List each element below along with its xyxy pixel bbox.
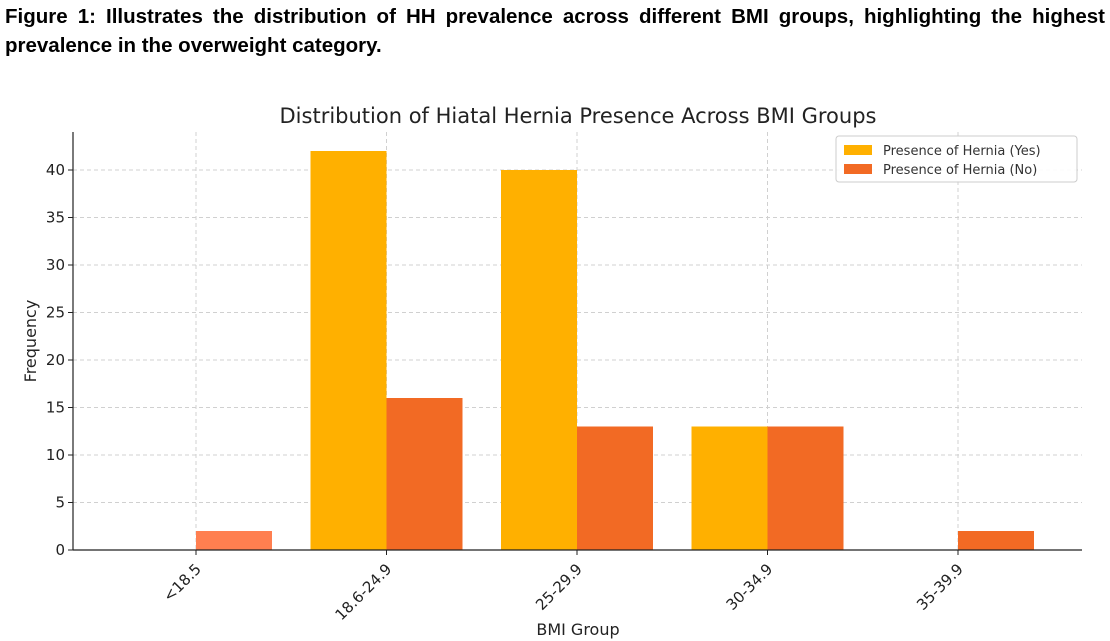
y-tick-label: 20	[46, 351, 65, 369]
chart-title: Distribution of Hiatal Hernia Presence A…	[280, 104, 877, 128]
bar-yes-18-6-24-9	[310, 151, 387, 550]
legend: Presence of Hernia (Yes) Presence of Hern…	[835, 135, 1078, 183]
x-tick-label-35-39-9: 35-39.9	[913, 560, 967, 614]
bar-yes-25-29-9	[501, 170, 577, 550]
y-tick-label: 15	[46, 399, 65, 417]
legend-box	[835, 135, 1078, 183]
bars	[196, 151, 1034, 550]
y-tick-label: 0	[55, 541, 65, 559]
x-tick-label-25-29-9: 25-29.9	[532, 560, 586, 614]
y-tick-label: 35	[46, 209, 65, 227]
axes	[68, 132, 1082, 555]
y-tick-labels: 0 5 10 15 20 25 30 35 40	[46, 161, 65, 559]
legend-label-no: Presence of Hernia (No)	[883, 163, 1037, 178]
x-tick-label-18-5: <18.5	[160, 560, 205, 605]
bar-no-35-39-9	[958, 531, 1034, 550]
bar-yes-30-34-9	[691, 426, 768, 550]
y-tick-label: 5	[55, 494, 65, 512]
x-tick-label-30-34-9: 30-34.9	[723, 560, 777, 614]
bar-no-18-6-24-9	[386, 398, 463, 550]
bar-no-25-29-9	[577, 426, 653, 550]
bar-no-18-5	[196, 531, 272, 550]
x-tick-labels: <18.5 18.6-24.9 25-29.9 30-34.9 35-39.9	[160, 560, 967, 624]
y-tick-label: 10	[46, 446, 65, 464]
legend-swatch-yes	[844, 145, 872, 155]
y-tick-label: 25	[46, 304, 65, 322]
y-axis-label: Frequency	[21, 300, 40, 383]
figure-caption: Figure 1: Illustrates the distribution o…	[5, 5, 1105, 57]
bar-no-30-34-9	[767, 426, 844, 550]
x-tick-label-18-6-24-9: 18.6-24.9	[332, 560, 396, 624]
legend-label-yes: Presence of Hernia (Yes)	[883, 144, 1041, 159]
legend-swatch-no	[844, 164, 872, 174]
x-axis-label: BMI Group	[536, 620, 619, 639]
y-tick-label: 40	[46, 161, 65, 179]
y-tick-label: 30	[46, 256, 65, 274]
